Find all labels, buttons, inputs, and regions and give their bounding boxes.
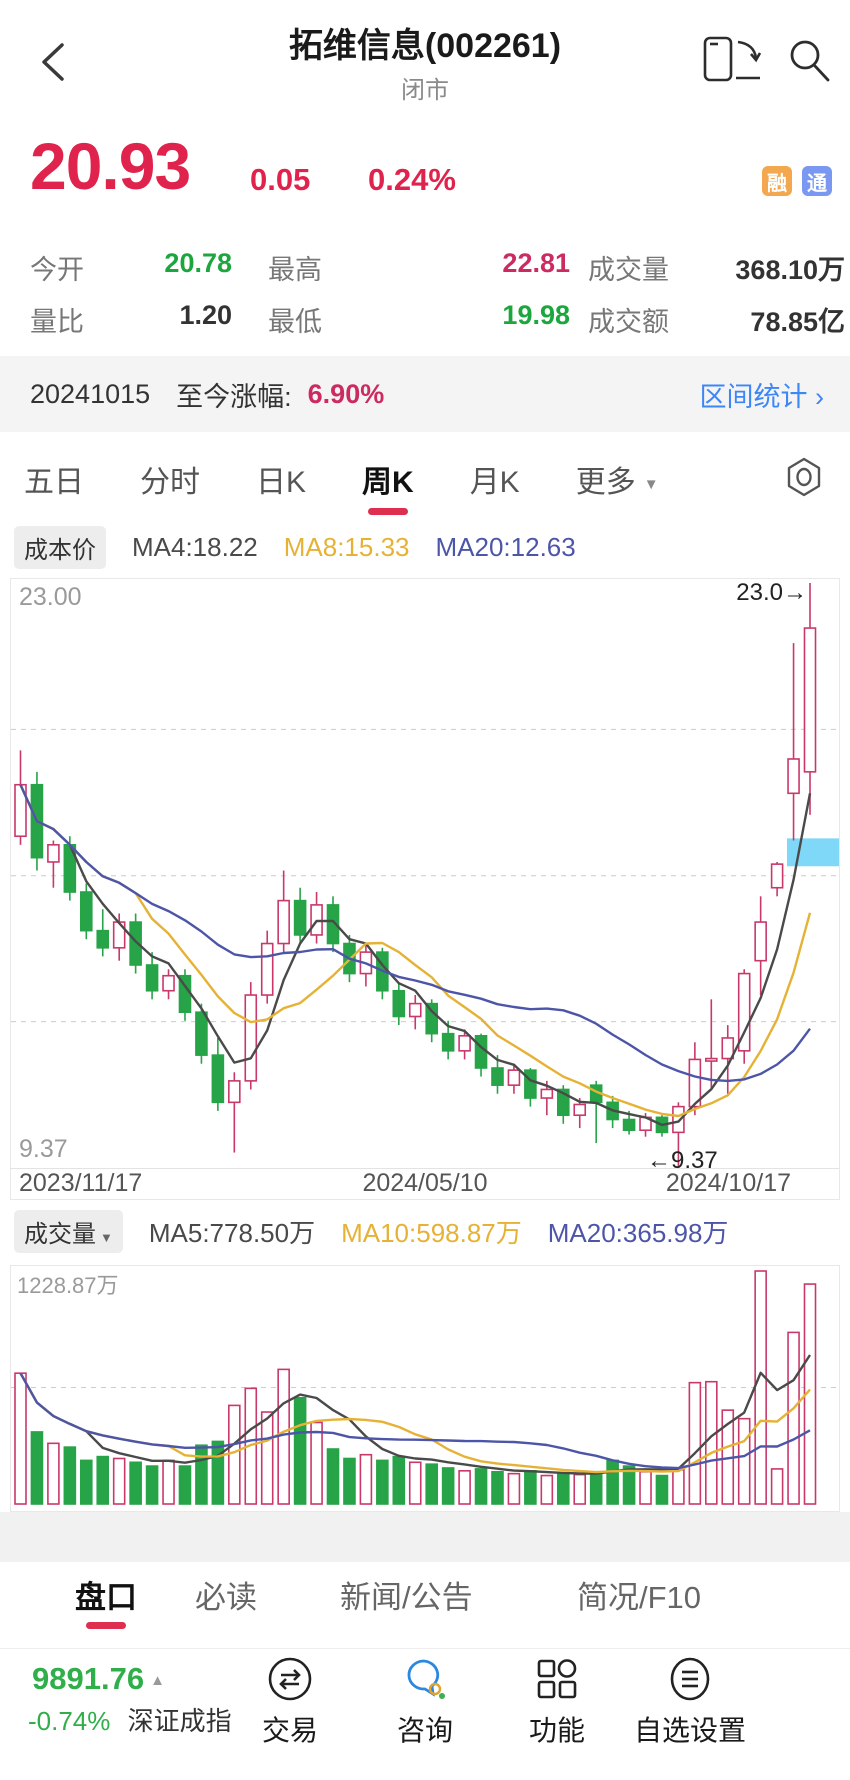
badge-通: 通: [802, 166, 832, 196]
nav-label: 自选设置: [633, 1715, 746, 1746]
ma4-legend: MA4:18.22: [132, 531, 258, 562]
period-tab-日K[interactable]: 日K: [256, 466, 307, 499]
stat-label: 成交量: [588, 255, 669, 285]
period-tab-更多[interactable]: 更多 ▼: [575, 466, 659, 499]
stat-value: 22.81: [502, 248, 570, 278]
stat-label: 最低: [268, 307, 322, 337]
price-change: 0.05: [250, 162, 311, 197]
range-stats-link[interactable]: 区间统计 ›: [699, 381, 824, 412]
badge-融: 融: [762, 166, 792, 196]
stat-value: 19.98: [502, 300, 570, 330]
index-value[interactable]: 9891.76 ▲: [32, 1661, 165, 1696]
stat-value: 368.10万: [735, 255, 845, 285]
x-axis-date-mid: 2024/05/10: [362, 1169, 488, 1197]
vol-ma20-legend: MA20:365.98万: [547, 1217, 729, 1248]
range-change-label: 至今涨幅:: [176, 381, 292, 412]
index-arrow-icon: ▲: [150, 1672, 165, 1689]
stat-value: 20.78: [164, 248, 232, 278]
page-title: 拓维信息(002261): [288, 27, 562, 65]
nav-item-功能[interactable]: 功能: [492, 1655, 622, 1749]
cost-price-chip[interactable]: 成本价: [14, 525, 106, 569]
stats-row: 今开 20.78 最高 22.81 成交量 368.10万: [0, 248, 850, 285]
nav-label: 交易: [261, 1715, 318, 1746]
nav-item-咨询[interactable]: 咨询: [360, 1655, 490, 1749]
stat-label: 成交额: [588, 307, 669, 337]
index-detail: -0.74% 深证成指: [28, 1701, 232, 1738]
kline-legend: 成本价 MA4:18.22 MA8:15.33 MA20:12.63: [0, 524, 850, 570]
x-axis-date-end: 2024/10/17: [665, 1169, 791, 1197]
caret-down-icon: ▼: [643, 475, 659, 493]
detail-tab-新闻/公告[interactable]: 新闻/公告: [340, 1580, 473, 1615]
stat-label: 量比: [30, 307, 84, 337]
nav-item-自选设置[interactable]: 自选设置: [625, 1655, 755, 1749]
exchange-circle-icon: [266, 1655, 314, 1703]
market-status: 闭市: [401, 77, 449, 104]
caret-down-icon: ▼: [100, 1229, 113, 1245]
nav-item-交易[interactable]: 交易: [225, 1655, 355, 1749]
volume-chart[interactable]: 1228.87万: [10, 1265, 840, 1512]
vol-ma5-legend: MA5:778.50万: [148, 1217, 316, 1248]
volume-axis-max: 1228.87万: [17, 1273, 119, 1298]
margin-badges: 融通: [752, 0, 832, 196]
chat-bubble-icon: [399, 1655, 451, 1703]
index-name: 深证成指: [127, 1706, 232, 1736]
x-axis-date-start: 2023/11/17: [19, 1169, 143, 1197]
stat-label: 今开: [30, 255, 84, 285]
rotate-landscape-icon[interactable]: [702, 34, 764, 86]
search-icon[interactable]: [786, 36, 834, 86]
bottom-nav: 9891.76 ▲ -0.74% 深证成指 交易 咨询 功能 自选设置: [0, 1648, 850, 1780]
range-change-value: 6.90%: [307, 378, 385, 409]
grid-apps-icon: [533, 1655, 581, 1703]
last-price: 20.93: [30, 129, 191, 203]
price-axis-max: 23.00: [19, 583, 82, 611]
back-icon[interactable]: [36, 40, 70, 84]
index-percent: -0.74%: [28, 1706, 111, 1736]
period-tab-分时[interactable]: 分时: [140, 466, 200, 499]
stat-value: 78.85亿: [750, 307, 845, 337]
nav-label: 功能: [528, 1715, 585, 1746]
chevron-right-icon: ›: [815, 381, 824, 412]
detail-tabs: 盘口 必读 新闻/公告 简况/F10: [0, 1562, 850, 1648]
stat-value: 1.20: [179, 300, 232, 330]
watchlist-settings-icon: [666, 1655, 714, 1703]
low-annotation: ←9.37: [647, 1147, 718, 1174]
chart-settings-icon[interactable]: [784, 456, 824, 498]
price-change-percent: 0.24%: [368, 162, 456, 197]
ma20-legend: MA20:12.63: [435, 531, 576, 562]
range-start-date: 20241015: [30, 378, 151, 409]
section-divider: [0, 1512, 850, 1562]
nav-label: 咨询: [396, 1715, 453, 1746]
period-tab-周K[interactable]: 周K: [360, 443, 416, 515]
high-annotation: 23.0→: [736, 579, 807, 606]
header: 拓维信息(002261) 闭市: [0, 0, 850, 116]
detail-tab-盘口[interactable]: 盘口: [75, 1572, 137, 1635]
period-tab-月K[interactable]: 月K: [469, 466, 520, 499]
price-axis-min: 9.37: [19, 1135, 68, 1163]
kline-chart[interactable]: 23.00 9.37 23.0→ ←9.37 2023/11/17 2024/0…: [10, 578, 840, 1200]
stat-label: 最高: [268, 255, 322, 285]
volume-chip[interactable]: 成交量 ▼: [14, 1209, 123, 1253]
ma8-legend: MA8:15.33: [283, 531, 410, 562]
detail-tab-简况/F10[interactable]: 简况/F10: [577, 1580, 702, 1615]
range-stats-bar: 20241015 至今涨幅: 6.90% 区间统计 ›: [0, 356, 850, 432]
period-tabs: 五日 分时 日K 周K 月K 更多 ▼: [0, 432, 850, 526]
volume-legend: 成交量 ▼ MA5:778.50万 MA10:598.87万 MA20:365.9…: [0, 1208, 850, 1254]
stats-row: 量比 1.20 最低 19.98 成交额 78.85亿: [0, 300, 850, 337]
detail-tab-必读[interactable]: 必读: [195, 1580, 257, 1615]
vol-ma10-legend: MA10:598.87万: [341, 1217, 522, 1248]
period-tab-五日[interactable]: 五日: [24, 466, 84, 499]
